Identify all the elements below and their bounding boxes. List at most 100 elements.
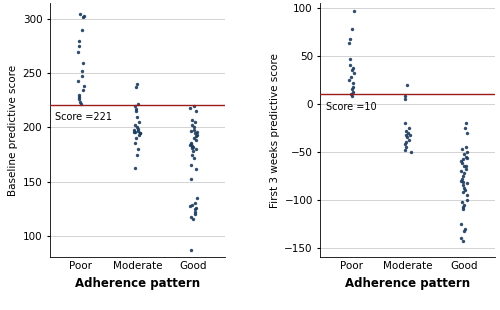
Point	[76, 99, 84, 104]
Point	[188, 149, 196, 154]
Point	[404, 125, 412, 130]
Point	[188, 128, 196, 133]
X-axis label: Adherence pattern: Adherence pattern	[74, 277, 200, 290]
Point	[132, 109, 140, 114]
Point	[190, 127, 198, 132]
Point	[130, 165, 138, 170]
Point	[461, 125, 469, 130]
Point	[348, 27, 356, 32]
Point	[188, 146, 196, 151]
Point	[460, 173, 468, 178]
Point	[349, 84, 357, 89]
Point	[74, 38, 82, 43]
Point	[456, 169, 464, 174]
Point	[188, 144, 196, 148]
Point	[348, 87, 356, 92]
Point	[130, 140, 138, 145]
Point	[74, 78, 82, 83]
Point	[75, 95, 83, 100]
Point	[458, 176, 466, 181]
Point	[191, 209, 199, 214]
Point	[134, 125, 141, 130]
Point	[348, 74, 356, 79]
Point	[192, 131, 200, 135]
Point	[188, 217, 196, 222]
Point	[461, 226, 469, 231]
Point	[460, 229, 468, 234]
Text: Score =10: Score =10	[326, 102, 376, 112]
Point	[346, 56, 354, 61]
Point	[78, 28, 86, 33]
Point	[76, 11, 84, 16]
Point	[187, 140, 195, 145]
Point	[348, 92, 356, 97]
Point	[193, 195, 201, 200]
Point	[462, 164, 470, 169]
Point	[462, 149, 470, 154]
Point	[458, 207, 466, 212]
Point	[136, 131, 144, 135]
Point	[459, 157, 467, 162]
Point	[349, 80, 357, 85]
Point	[406, 149, 414, 154]
Point	[190, 136, 198, 141]
Point	[462, 130, 470, 135]
Point	[190, 155, 198, 160]
Point	[132, 107, 140, 112]
Point	[404, 130, 412, 135]
Point	[188, 123, 196, 128]
Point	[131, 123, 139, 128]
Point	[78, 15, 86, 20]
Point	[133, 114, 141, 119]
Point	[136, 131, 144, 135]
Point	[401, 96, 409, 101]
Point	[457, 221, 465, 226]
Point	[190, 125, 198, 130]
Point	[402, 128, 410, 133]
X-axis label: Adherence pattern: Adherence pattern	[345, 277, 470, 290]
Point	[406, 132, 414, 137]
Point	[192, 211, 200, 216]
Point	[80, 60, 88, 65]
Point	[406, 138, 413, 143]
Point	[188, 152, 196, 157]
Point	[346, 63, 354, 68]
Point	[192, 109, 200, 114]
Point	[80, 84, 88, 89]
Point	[190, 103, 198, 108]
Point	[462, 156, 470, 161]
Point	[462, 166, 470, 171]
Point	[404, 82, 411, 87]
Point	[192, 134, 200, 139]
Point	[462, 144, 470, 149]
Point	[458, 146, 466, 151]
Point	[459, 183, 467, 188]
Y-axis label: Baseline predictive score: Baseline predictive score	[8, 65, 18, 196]
Point	[191, 206, 199, 211]
Point	[401, 142, 409, 147]
Y-axis label: First 3 weeks predictive score: First 3 weeks predictive score	[270, 53, 280, 208]
Point	[192, 138, 200, 143]
Point	[132, 136, 140, 141]
Point	[346, 36, 354, 41]
Point	[135, 120, 143, 125]
Point	[458, 238, 466, 243]
Point	[130, 129, 138, 134]
Point	[75, 97, 83, 102]
Point	[460, 151, 468, 156]
Point	[186, 105, 194, 110]
Point	[457, 236, 465, 241]
Point	[192, 166, 200, 171]
Point	[462, 188, 469, 193]
Point	[462, 121, 470, 126]
Point	[459, 180, 467, 185]
Point	[402, 147, 409, 152]
Point	[463, 197, 471, 202]
Point	[462, 154, 470, 159]
Point	[463, 181, 471, 186]
Point	[74, 44, 82, 49]
Point	[133, 152, 141, 157]
Point	[458, 159, 466, 164]
Text: Score =221: Score =221	[55, 113, 112, 122]
Point	[132, 85, 140, 90]
